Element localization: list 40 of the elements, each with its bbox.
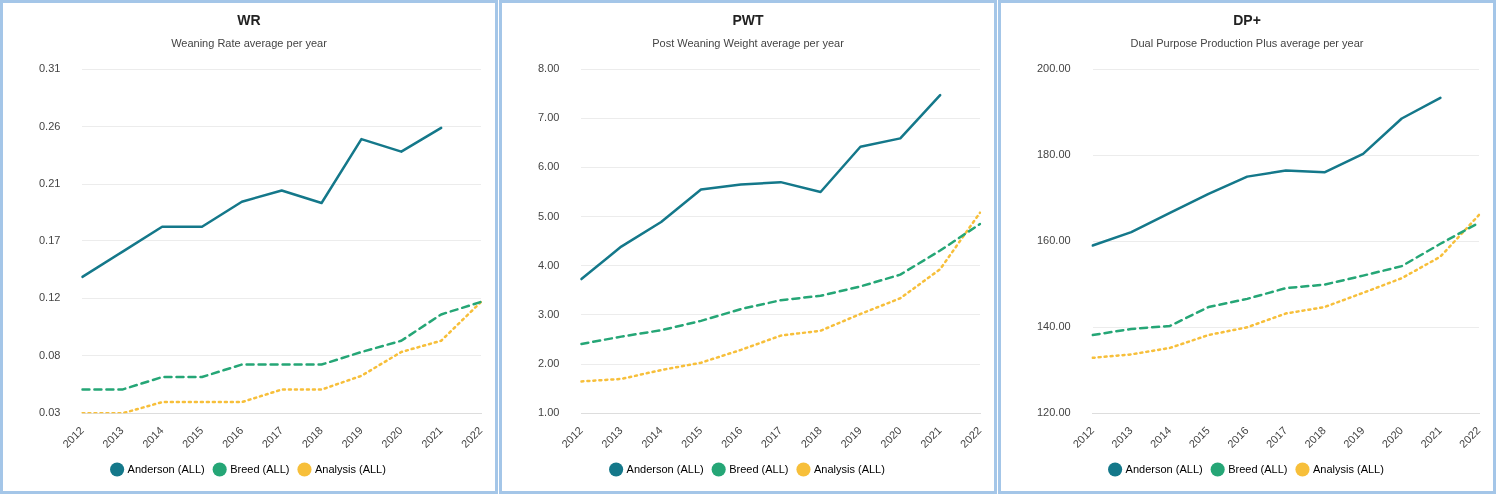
- line-series: [1091, 213, 1481, 360]
- y-tick-label: 2.00: [537, 357, 560, 370]
- y-tick-label: 120.00: [1036, 406, 1071, 419]
- y-tick-label: 3.00: [537, 308, 560, 320]
- chart-title: WR: [237, 12, 261, 29]
- y-tick-label: 4.00: [537, 258, 560, 271]
- legend-label: Breed (ALL): [729, 462, 789, 475]
- legend-label: Breed (ALL): [1228, 462, 1288, 475]
- line-series: [580, 222, 982, 346]
- y-tick-label: 5.00: [537, 209, 560, 222]
- chart-subtitle: Weaning Rate average per year: [171, 37, 328, 50]
- y-tick-label: 160.00: [1036, 234, 1071, 247]
- line-series: [580, 211, 982, 383]
- y-tick-label: 0.26: [38, 119, 61, 132]
- y-tick-label: 1.00: [537, 406, 560, 419]
- y-tick-label: 0.31: [38, 62, 61, 75]
- y-tick-label: 0.08: [38, 348, 61, 361]
- legend-label: Anderson (ALL): [626, 462, 704, 475]
- y-tick-label: 0.21: [38, 177, 61, 190]
- legend-label: Breed (ALL): [230, 462, 290, 475]
- chart-subtitle: Post Weaning Weight average per year: [652, 37, 845, 50]
- line-series: [81, 300, 483, 391]
- y-tick-label: 8.00: [537, 62, 560, 75]
- y-tick-label: 0.12: [38, 291, 61, 304]
- chart-title: PWT: [732, 12, 764, 29]
- y-tick-label: 0.03: [38, 406, 61, 419]
- legend-label: Anderson (ALL): [1125, 462, 1203, 475]
- y-tick-label: 6.00: [537, 160, 560, 173]
- legend-label: Analysis (ALL): [813, 462, 885, 475]
- legend-label: Analysis (ALL): [314, 462, 386, 475]
- y-tick-label: 200.00: [1036, 62, 1071, 75]
- y-tick-label: 140.00: [1036, 320, 1071, 333]
- y-tick-label: 0.17: [38, 233, 61, 246]
- y-tick-label: 180.00: [1036, 148, 1071, 161]
- legend-label: Anderson (ALL): [127, 462, 205, 475]
- legend-label: Analysis (ALL): [1312, 462, 1384, 475]
- y-tick-label: 7.00: [537, 111, 560, 124]
- chart-subtitle: Dual Purpose Production Plus average per year: [1130, 37, 1364, 50]
- chart-title: DP+: [1233, 12, 1261, 29]
- line-series: [81, 300, 483, 414]
